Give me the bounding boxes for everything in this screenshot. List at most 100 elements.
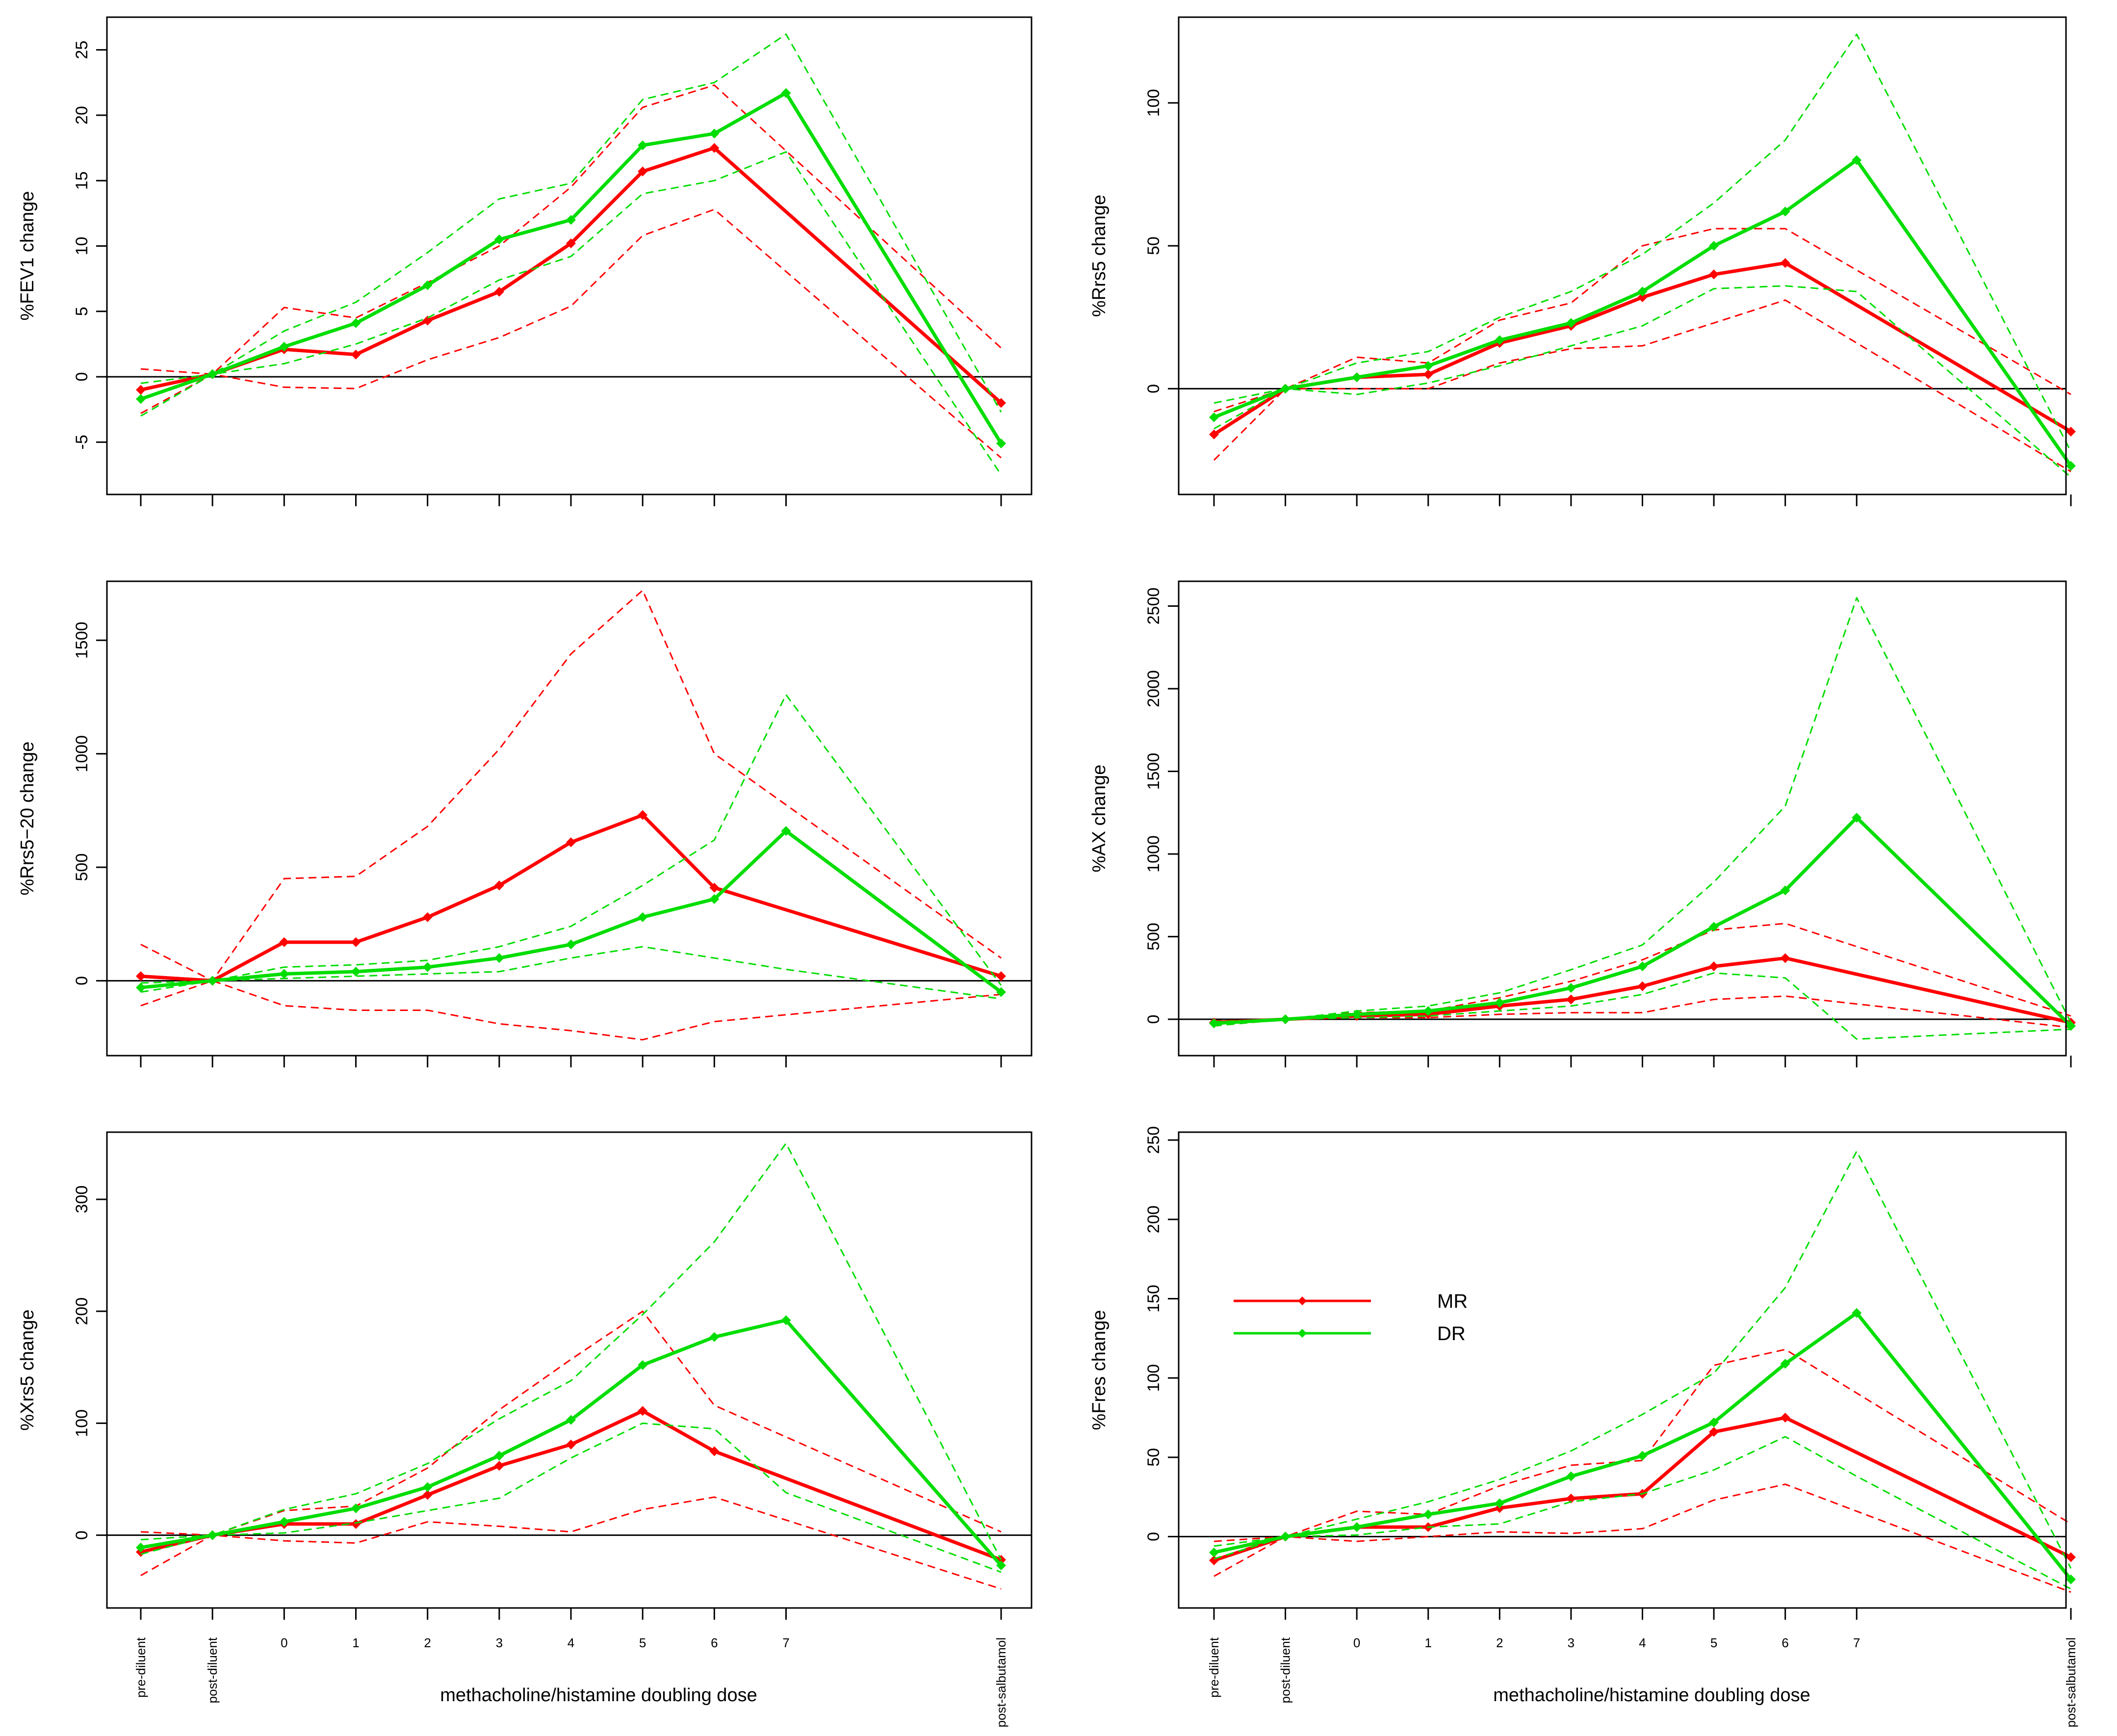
- y-tick-label: 1000: [73, 735, 91, 773]
- data-point-mr: [638, 166, 648, 177]
- series-dr-lower-line: [1213, 972, 2071, 1040]
- x-tick-label: post-salbutamol: [994, 1637, 1008, 1728]
- x-axis-label: methacholine/histamine doubling dose: [1493, 1685, 1810, 1706]
- x-tick-label: post-diluent: [1278, 1637, 1293, 1703]
- series-dr-upper-line: [1213, 33, 2072, 452]
- data-point-mr: [1566, 994, 1576, 1005]
- y-tick-label: 250: [1144, 1126, 1163, 1154]
- data-point-dr: [279, 341, 289, 352]
- legend-marker-mr: [1298, 1296, 1307, 1305]
- y-tick-label: 1500: [1144, 753, 1163, 790]
- y-tick-label: 100: [1144, 89, 1163, 117]
- data-point-mr: [638, 810, 648, 820]
- data-point-dr: [494, 953, 504, 963]
- data-point-dr: [351, 966, 361, 977]
- data-point-mr: [1709, 961, 1719, 972]
- y-tick-label: 5: [73, 307, 91, 316]
- data-point-mr: [566, 1439, 576, 1450]
- data-point-dr: [781, 1315, 791, 1325]
- series-mr-upper-line: [1213, 1348, 2071, 1542]
- series-dr-upper-line: [1213, 597, 2072, 1023]
- data-point-dr: [422, 1482, 433, 1492]
- data-point-mr: [494, 286, 504, 297]
- data-point-dr: [422, 962, 433, 972]
- data-point-mr: [351, 937, 361, 947]
- y-tick-label: 15: [73, 171, 91, 190]
- x-tick-label: 3: [1568, 1635, 1575, 1650]
- data-point-mr: [638, 1406, 648, 1416]
- data-point-dr: [279, 1517, 289, 1527]
- data-point-dr: [351, 1503, 361, 1513]
- data-point-dr: [2066, 1574, 2076, 1584]
- series-mr-mean-line: [140, 146, 1003, 405]
- chart-panel-3: 0 500 1000 1500 %Rrs5−20 change: [17, 580, 1033, 1067]
- data-point-mr: [709, 882, 720, 893]
- x-tick-label: 1: [352, 1635, 359, 1650]
- data-point-dr: [494, 234, 504, 245]
- data-point-mr: [422, 315, 433, 326]
- data-point-dr: [207, 976, 218, 986]
- data-point-mr: [351, 349, 361, 360]
- y-tick-label: 0: [73, 976, 91, 985]
- y-tick-label: 0: [1144, 1014, 1163, 1024]
- series-mr-upper-line: [1213, 228, 2071, 413]
- y-tick-label: 200: [73, 1297, 91, 1325]
- data-point-mr: [1566, 1493, 1576, 1503]
- data-point-dr: [709, 129, 720, 139]
- data-point-mr: [566, 238, 576, 249]
- series-dr-lower-line: [1213, 1436, 2071, 1590]
- series-dr-mean-line: [140, 91, 1003, 444]
- data-point-dr: [494, 1451, 504, 1461]
- y-tick-label: 0: [73, 1530, 91, 1540]
- series-dr-mean-line: [140, 829, 1003, 994]
- data-point-dr: [2066, 461, 2076, 471]
- series-dr-lower-line: [140, 946, 1002, 1000]
- y-tick-label: 500: [1144, 923, 1163, 951]
- y-tick-label: 25: [73, 41, 91, 59]
- data-point-mr: [136, 385, 146, 395]
- data-point-dr: [1423, 1509, 1433, 1520]
- y-tick-label: -5: [73, 435, 91, 449]
- series-mr-lower-line: [1213, 995, 2071, 1029]
- series-dr-lower-line: [140, 1422, 1002, 1573]
- y-tick-label: 0: [73, 372, 91, 382]
- data-point-mr: [1780, 258, 1790, 268]
- series-dr-upper-line: [140, 1142, 1002, 1560]
- data-point-dr: [709, 1332, 720, 1342]
- data-point-dr: [279, 969, 289, 979]
- data-point-dr: [781, 826, 791, 836]
- data-point-mr: [2066, 426, 2076, 437]
- series-dr-upper-line: [140, 694, 1002, 986]
- series-mr-lower-line: [140, 980, 1002, 1041]
- data-point-mr: [1637, 292, 1648, 302]
- series-mr-upper-line: [140, 84, 1002, 375]
- y-tick-label: 1000: [1144, 835, 1163, 873]
- y-tick-label: 50: [1144, 236, 1163, 255]
- data-point-dr: [1209, 412, 1219, 422]
- data-point-dr: [1495, 998, 1505, 1008]
- y-tick-label: 500: [73, 854, 91, 881]
- data-point-mr: [1709, 1427, 1719, 1437]
- series-mr-lower-line: [140, 1496, 1002, 1590]
- data-point-mr: [996, 971, 1006, 982]
- x-tick-label: 1: [1425, 1635, 1432, 1650]
- series-mr-mean-line: [140, 1409, 1002, 1562]
- series-mr-upper-line: [1213, 923, 2071, 1022]
- y-axis-label: %Xrs5 change: [17, 1309, 38, 1430]
- data-point-dr: [136, 394, 146, 404]
- data-point-dr: [1280, 1531, 1291, 1542]
- legend-label-dr: DR: [1437, 1323, 1466, 1345]
- data-point-dr: [1637, 1451, 1648, 1461]
- data-point-dr: [638, 140, 648, 151]
- x-tick-label: 7: [782, 1635, 789, 1650]
- data-point-dr: [2066, 1021, 2076, 1031]
- data-point-mr: [136, 971, 146, 982]
- series-dr-mean-line: [1213, 158, 2072, 467]
- data-point-mr: [494, 1461, 504, 1471]
- x-tick-label: 0: [281, 1635, 287, 1650]
- data-point-mr: [1209, 429, 1219, 440]
- data-point-dr: [1637, 286, 1648, 297]
- series-mr-mean-line: [140, 813, 1002, 983]
